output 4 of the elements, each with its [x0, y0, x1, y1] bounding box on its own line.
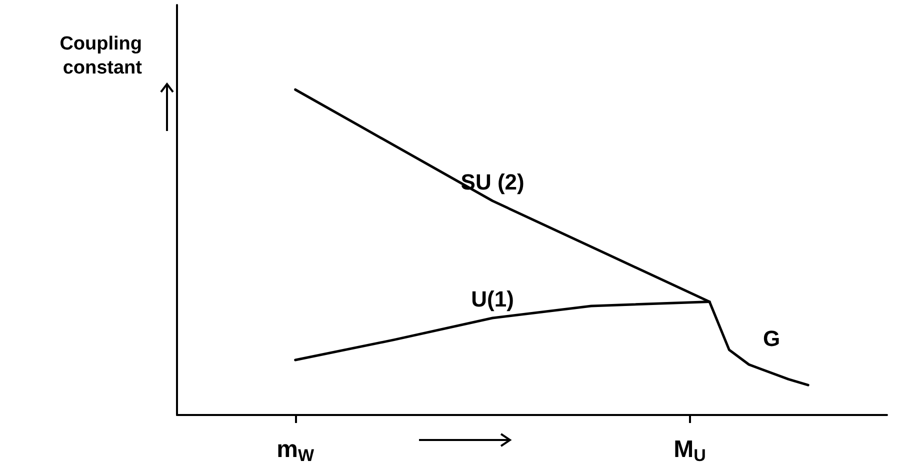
series-label: SU (2)	[460, 169, 524, 194]
series-label: U(1)	[471, 286, 514, 312]
series-label: G	[762, 326, 780, 352]
y-axis-title: Coupling constant	[60, 34, 143, 78]
